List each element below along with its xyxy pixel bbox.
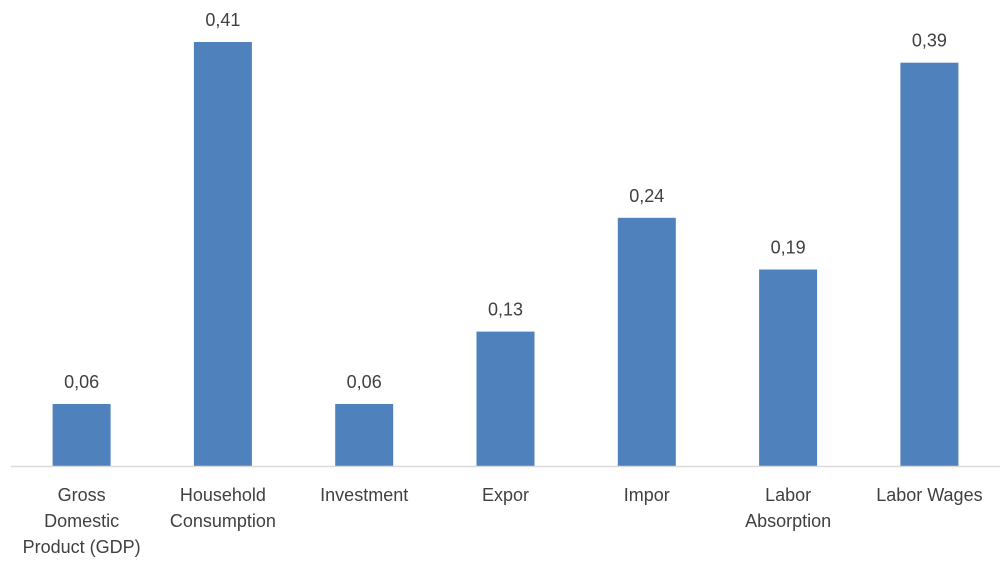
- bar-0: [52, 404, 111, 466]
- value-label-0: 0,06: [64, 372, 99, 392]
- bar-3: [476, 331, 535, 466]
- category-label-4: Impor: [624, 485, 670, 505]
- value-label-1: 0,41: [205, 10, 240, 30]
- value-label-2: 0,06: [347, 372, 382, 392]
- category-label-0: Gross Domestic Product (GDP): [23, 485, 141, 557]
- category-label-3: Expor: [482, 485, 529, 505]
- value-label-3: 0,13: [488, 300, 523, 320]
- category-label-2: Investment: [320, 485, 408, 505]
- value-labels-group: 0,06 0,41 0,06 0,13 0,24 0,19 0,39: [64, 10, 947, 392]
- bar-2: [335, 404, 394, 466]
- value-label-5: 0,19: [771, 238, 806, 258]
- category-label-6: Labor Wages: [876, 485, 982, 505]
- bar-6: [900, 62, 959, 466]
- value-label-6: 0,39: [912, 31, 947, 51]
- bars-group: [52, 42, 959, 466]
- value-label-4: 0,24: [629, 186, 664, 206]
- bar-1: [193, 42, 252, 466]
- category-labels-group: Gross Domestic Product (GDP) Household Consu…: [23, 485, 983, 557]
- category-label-1: Household Consumption: [170, 485, 276, 531]
- category-label-5: Labor Absorption: [745, 485, 831, 531]
- bar-4: [617, 217, 676, 466]
- bar-5: [759, 269, 818, 466]
